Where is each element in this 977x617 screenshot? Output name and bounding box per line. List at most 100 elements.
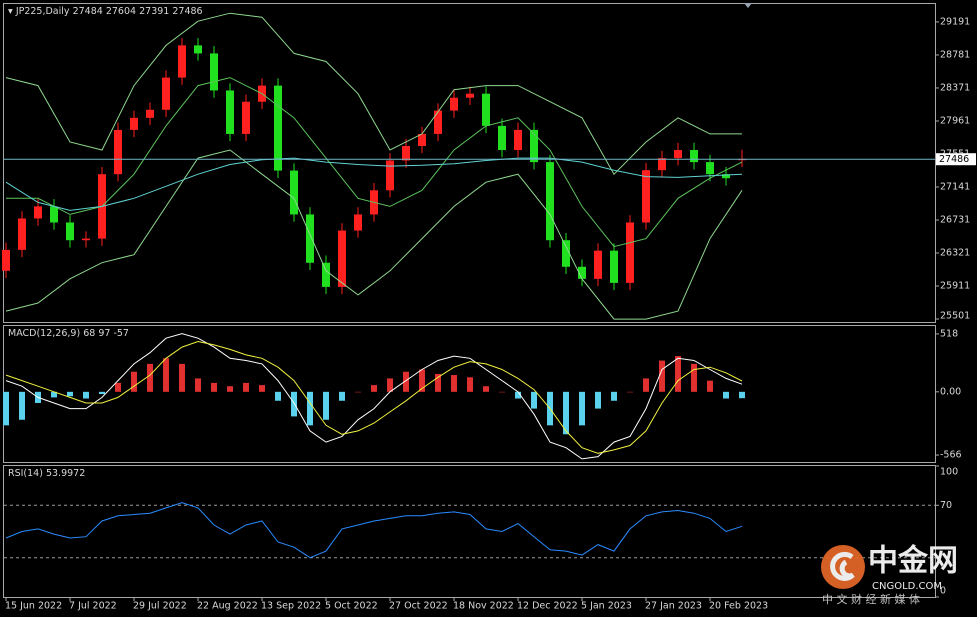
y-tick-label: 28781 [940,49,970,60]
plots: 2919128781283712796127551271412673126321… [2,12,976,612]
histogram-bar [339,391,345,401]
histogram-bar [435,373,441,392]
y-tick-label: 100 [940,467,958,478]
candle-body [34,206,42,219]
y-tick-label: 29191 [940,16,970,27]
histogram-bar [387,378,393,392]
macd-panel [3,325,936,463]
candle-body [354,214,362,231]
y-tick-label: 26731 [940,214,970,225]
rsi-readout: RSI(14) 53.9972 [8,468,85,479]
candle-body [322,262,330,287]
histogram-bar [99,391,105,395]
histogram-bar [371,385,377,392]
histogram-bar [579,391,585,426]
x-tick-label: 27 Oct 2022 [389,601,448,612]
indicator-line [5,157,743,211]
y-tick-label: 0.00 [940,386,961,397]
candle-body [162,77,170,110]
x-tick-label: 18 Nov 2022 [453,601,514,612]
candle-body [482,93,490,126]
y-tick-label: 27141 [940,181,970,192]
candle-body [402,146,410,161]
histogram-bar [723,391,729,399]
rsi-value: 53.9972 [46,468,85,479]
x-tick-label: 22 Aug 2022 [197,601,258,612]
histogram-bar [451,375,457,392]
candle-body [498,125,506,151]
close-readout: 27486 [172,6,202,17]
candle-body [338,230,346,287]
histogram-bar [291,391,297,417]
histogram-bar [83,391,89,399]
watermark-domain: CNGOLD.COM [872,581,942,592]
watermark-slogan: 中 文 财 经 新 媒 体 [822,592,920,606]
x-tick-label: 20 Feb 2023 [709,601,768,612]
histogram-bar [419,369,425,392]
candle-body [722,174,730,179]
indicator-line [5,12,742,176]
y-tick-label: 28371 [940,82,970,93]
logo-swirl [830,551,855,581]
signal-value: 97 [98,328,110,339]
price-label-box [936,153,976,166]
indicator-line [5,340,743,454]
candle-body [66,222,74,241]
candle-body [194,45,202,54]
histogram-bar [323,391,329,420]
histogram-bar [659,360,665,392]
x-tick-label: 12 Dec 2022 [517,601,578,612]
candle-body [114,129,122,175]
candle-body [562,240,570,267]
candle-body [658,158,666,171]
histogram-bar [563,391,569,435]
candle-body [50,206,58,223]
open-readout: 27484 [73,6,103,17]
symbol: JP225,Daily [15,6,70,17]
candle-body [226,90,234,134]
candle-body [306,214,314,263]
candle-body [242,101,250,134]
price-panel [3,3,936,323]
y-tick-label: 26321 [940,248,970,259]
histogram-bar [483,386,489,392]
candle-body [530,129,538,163]
histogram-value: -57 [113,328,129,339]
rsi-line [5,502,743,559]
candle-body [514,129,522,151]
candle-body [546,162,554,241]
candle-body [434,110,442,134]
histogram-bar [275,391,281,401]
candle-body [610,250,618,283]
histogram-bar [595,391,601,409]
candle-body [82,238,90,241]
indicator-line [5,149,743,320]
x-tick-label: 13 Sep 2022 [261,601,321,612]
x-tick-label: 5 Oct 2022 [325,601,378,612]
histogram-bar [515,391,521,399]
candle-body [130,117,138,130]
y-tick-label: 518 [940,328,958,339]
rsi-panel [3,465,936,598]
candle-body [594,250,602,279]
histogram-bar [531,391,537,409]
y-tick-label: 27961 [940,115,970,126]
histogram-bar [131,371,137,392]
x-tick-label: 5 Jan 2023 [581,601,632,612]
watermark-name: 中金网 [868,544,958,579]
indicator-line [5,333,743,460]
candle-body [2,249,10,271]
x-tick-label: 7 Jul 2022 [69,601,117,612]
y-tick-label: 0 [940,586,946,597]
y-tick-label: 25911 [940,281,970,292]
price-readout: ▾ JP225,Daily 27484 27604 27391 27486 [8,6,203,17]
histogram-bar [163,358,169,392]
candle-body [178,45,186,78]
histogram-bar [227,386,233,392]
histogram-bar [195,378,201,392]
candle-body [466,93,474,98]
candle-body [674,150,682,159]
histogram-bar [467,377,473,392]
